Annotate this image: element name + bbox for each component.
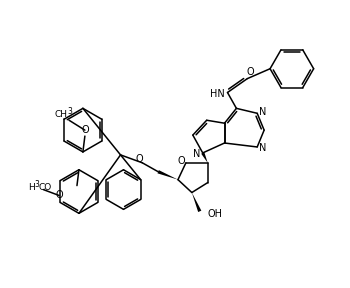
Text: O: O [177, 156, 185, 166]
Text: CO: CO [38, 183, 52, 192]
Text: H: H [28, 183, 35, 192]
Text: 3: 3 [68, 107, 72, 116]
Text: OH: OH [208, 209, 223, 219]
Text: 3: 3 [34, 180, 39, 189]
Polygon shape [201, 152, 208, 163]
Polygon shape [192, 192, 201, 212]
Polygon shape [158, 170, 178, 180]
Text: CH: CH [55, 110, 68, 119]
Text: HN: HN [210, 90, 225, 99]
Text: O: O [81, 125, 89, 135]
Text: N: N [259, 107, 267, 117]
Text: N: N [259, 143, 267, 153]
Text: O: O [246, 67, 254, 77]
Text: O: O [135, 154, 143, 164]
Text: N: N [193, 149, 201, 159]
Text: O: O [55, 190, 63, 200]
